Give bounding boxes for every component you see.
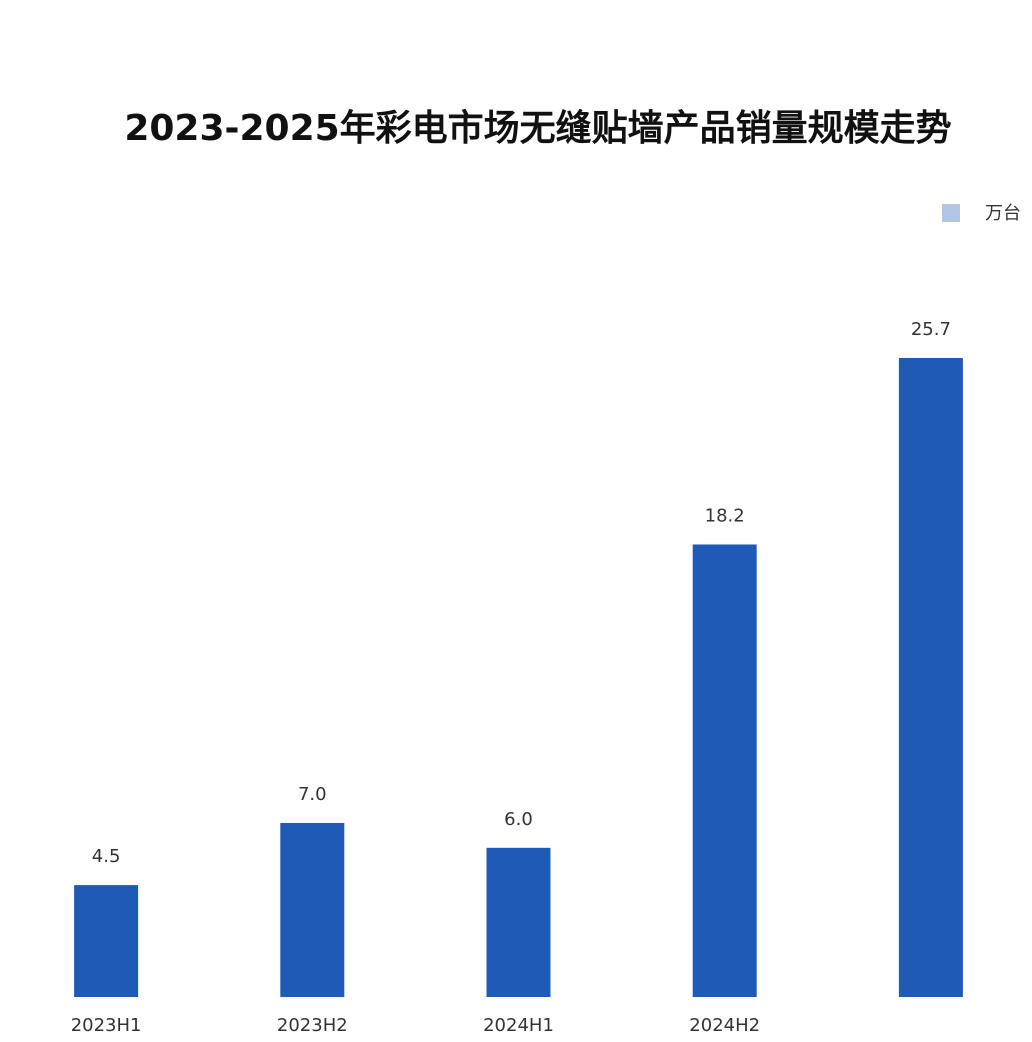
value-label: 6.0 <box>504 809 533 830</box>
bar <box>898 358 963 997</box>
bar <box>692 544 757 997</box>
bar <box>74 885 139 997</box>
value-label: 18.2 <box>705 505 745 526</box>
x-tick-label: 2023H2 <box>277 1015 348 1036</box>
value-label: 25.7 <box>911 319 951 340</box>
x-tick-label: 2024H2 <box>689 1015 760 1036</box>
bar <box>486 847 551 997</box>
chart-title: 2023-2025年彩电市场无缝贴墙产品销量规模走势 <box>124 108 951 149</box>
value-label: 4.5 <box>92 846 121 867</box>
x-tick-label: 2023H1 <box>71 1015 142 1036</box>
legend-swatch <box>942 204 960 222</box>
legend-label: 万台 <box>985 203 1021 224</box>
x-tick-label: 2024H1 <box>483 1015 554 1036</box>
bar <box>280 822 345 997</box>
value-label: 7.0 <box>298 784 327 805</box>
